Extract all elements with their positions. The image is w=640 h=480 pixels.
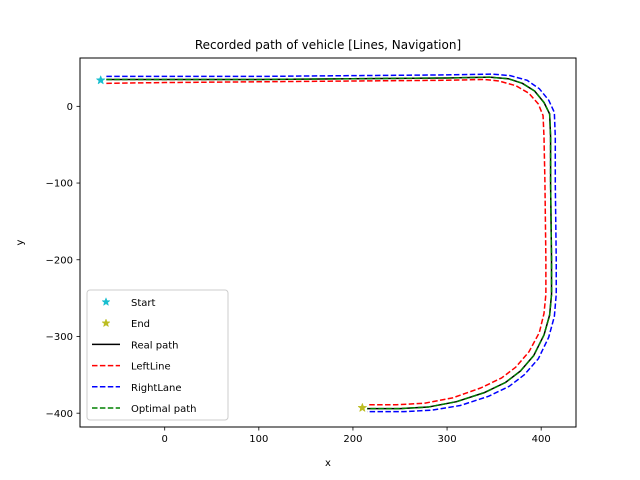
legend-real-path-label: Real path bbox=[131, 340, 178, 351]
x-tick-label: 400 bbox=[532, 434, 551, 445]
legend-end-label: End bbox=[131, 319, 150, 330]
x-axis-label: x bbox=[325, 458, 331, 469]
y-axis-label: y bbox=[15, 239, 26, 245]
legend-start-label: Start bbox=[131, 298, 156, 309]
legend-start-marker bbox=[101, 297, 111, 306]
legend-box bbox=[86, 289, 229, 421]
end-marker bbox=[357, 402, 368, 413]
x-tick-label: 200 bbox=[343, 434, 362, 445]
legend: Start End Real path LeftLine RightLane Optima… bbox=[86, 289, 229, 421]
legend-rightlane-label: RightLane bbox=[131, 383, 182, 394]
series-line-optimal-path bbox=[106, 76, 553, 410]
legend-end-marker bbox=[101, 318, 111, 328]
y-tick-label: −100 bbox=[46, 179, 73, 190]
y-tick-label: −400 bbox=[46, 409, 73, 420]
y-tick-label: −200 bbox=[46, 255, 73, 266]
legend-optimal-path-label: Optimal path bbox=[131, 404, 196, 415]
y-tick-label: 0 bbox=[67, 102, 73, 113]
chart-title: Recorded path of vehicle [Lines, Navigat… bbox=[195, 38, 461, 52]
series-line-rightlane bbox=[106, 73, 557, 413]
x-tick-label: 100 bbox=[249, 434, 268, 445]
y-tick-label: −300 bbox=[46, 332, 73, 343]
x-tick-label: 0 bbox=[162, 434, 168, 445]
plot-area bbox=[95, 73, 557, 413]
start-marker bbox=[95, 74, 106, 85]
legend-leftline-label: LeftLine bbox=[131, 362, 171, 373]
x-tick-label: 300 bbox=[438, 434, 457, 445]
axis-ticks: 0 100 200 300 400 0 −100 −200 −300 −400 bbox=[46, 102, 551, 445]
series-line-leftline bbox=[106, 78, 547, 406]
plot-frame bbox=[79, 57, 577, 428]
